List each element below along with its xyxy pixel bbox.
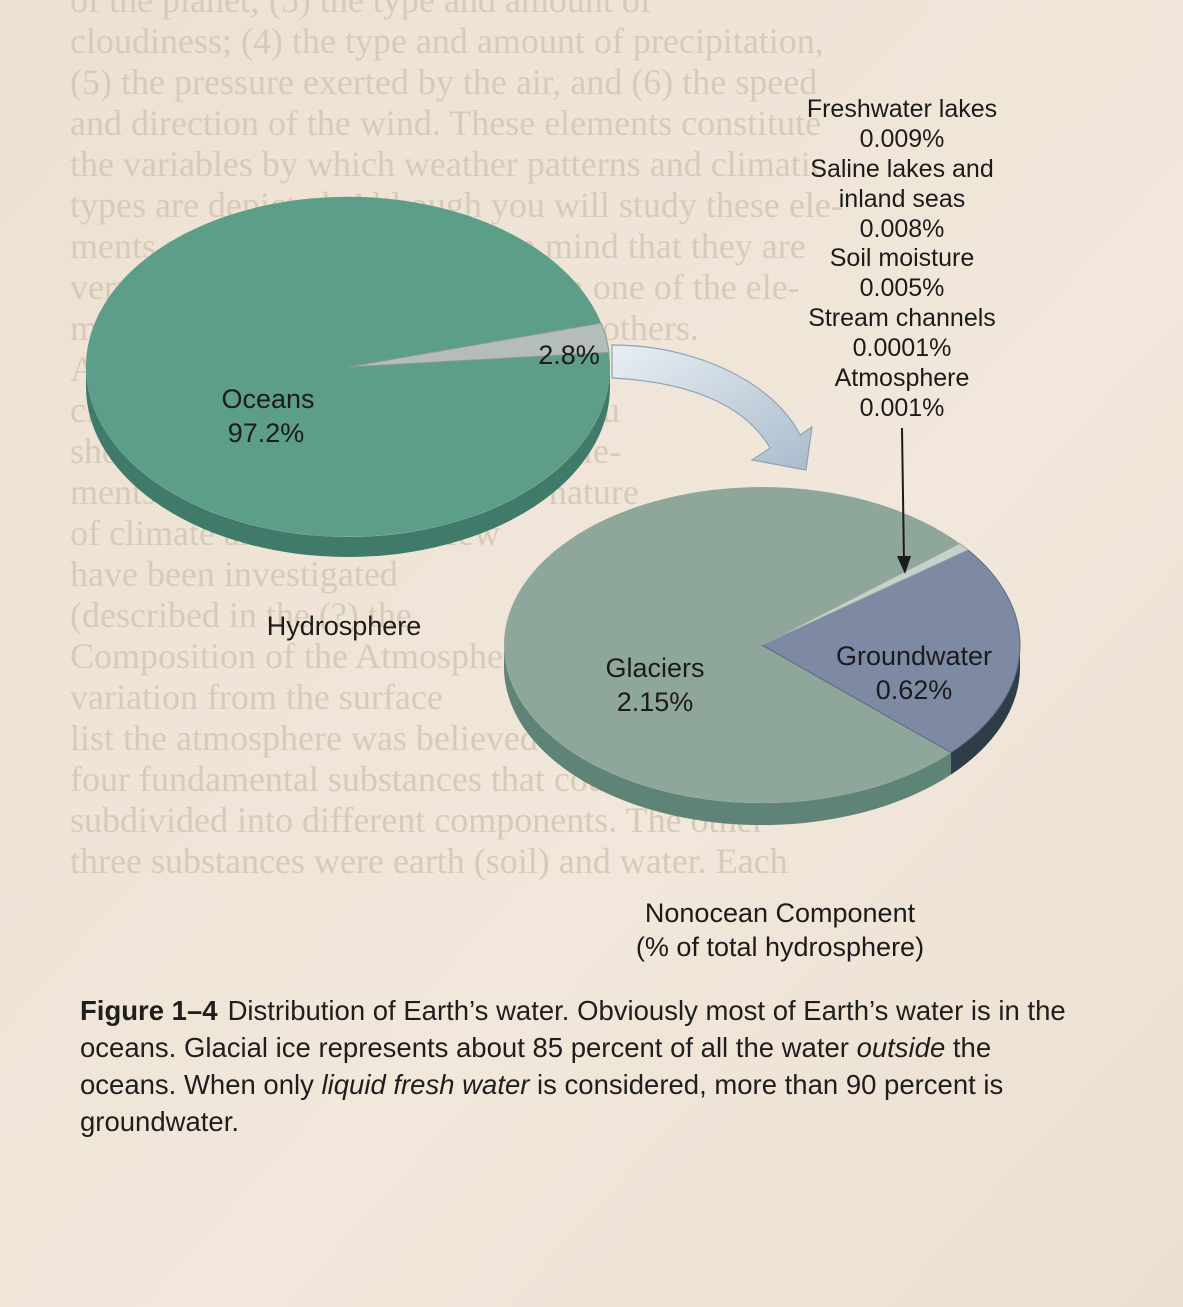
groundwater-label: Groundwater	[836, 641, 992, 671]
glaciers-label: Glaciers	[605, 653, 704, 683]
annotation-freshwater-lakes-value: 0.009%	[860, 125, 945, 153]
nonocean-pie-side-glaciers	[504, 645, 951, 826]
annotation-saline-lakes-line1: Saline lakes and	[810, 155, 993, 183]
nonocean-pie-side-groundwater	[951, 645, 1020, 775]
bleed-through-line: the variables by which weather patterns …	[70, 144, 827, 184]
caption-text-2: the oceans. When only	[80, 1032, 992, 1100]
annotation-saline-lakes-line2: inland seas	[839, 185, 965, 213]
annotation-soil-moisture: Soil moisture	[830, 244, 975, 272]
nonocean-value: 2.8%	[538, 340, 600, 370]
bleed-through-line: variation from the surface	[70, 677, 443, 717]
figure-caption: Figure 1–4 Distribution of Earth’s water.…	[80, 992, 1070, 1140]
expand-arrow	[611, 344, 813, 471]
pie-slice-other-freshwater	[761, 542, 969, 646]
nonocean-pie: Glaciers 2.15% Groundwater 0.62% Nonocea…	[504, 487, 1021, 962]
bleed-through-line: three substances were earth (soil) and w…	[70, 841, 788, 881]
annotation-freshwater-lakes: Freshwater lakes	[807, 95, 997, 123]
annotation-pointer-arrowhead	[897, 556, 911, 574]
pie-slice-glaciers	[504, 487, 960, 804]
annotation-soil-moisture-value: 0.005%	[860, 274, 945, 302]
pie-slice-groundwater	[760, 549, 1021, 754]
annotation-stream-channels: Stream channels	[808, 304, 996, 332]
caption-text-1: Distribution of Earth’s water. Obviously…	[80, 995, 1066, 1063]
groundwater-value: 0.62%	[876, 675, 953, 705]
annotation-stream-channels-value: 0.0001%	[853, 334, 952, 362]
bleed-through-line: and direction of the wind. These element…	[70, 103, 821, 143]
caption-emphasis-liquid-fresh-water: liquid fresh water	[321, 1069, 530, 1100]
pie-slice-nonocean	[347, 322, 610, 368]
hydrosphere-title: Hydrosphere	[267, 611, 422, 641]
figure-number: Figure 1–4	[80, 995, 218, 1026]
annotation-saline-lakes-value: 0.008%	[860, 215, 945, 243]
pie-slice-oceans	[85, 196, 610, 537]
annotation-atmosphere: Atmosphere	[835, 364, 970, 392]
bleed-through-line: cloudiness; (4) the type and amount of p…	[70, 21, 824, 61]
annotation-atmosphere-value: 0.001%	[860, 394, 945, 422]
oceans-label: Oceans	[221, 384, 314, 414]
hydrosphere-pie: Oceans 97.2% 2.8% Hydrosphere	[85, 196, 610, 641]
glaciers-value: 2.15%	[617, 687, 694, 717]
nonocean-subtitle: (% of total hydrosphere)	[636, 932, 924, 962]
bleed-through-line: have been investigated	[70, 554, 398, 594]
bleed-through-line: Composition of the Atmosphere	[70, 636, 531, 676]
bleed-through-line: (5) the pressure exerted by the air, and…	[70, 62, 817, 102]
minor-components-annotation: Freshwater lakes 0.009% Saline lakes and…	[807, 95, 997, 574]
annotation-pointer-line	[901, 427, 905, 564]
bleed-through-line: (described in the (?) the	[70, 595, 412, 635]
caption-emphasis-outside: outside	[856, 1032, 946, 1063]
nonocean-title: Nonocean Component	[645, 898, 916, 928]
oceans-value: 97.2%	[228, 418, 305, 448]
caption-text-3: is considered, more than 90 percent is g…	[80, 1069, 1004, 1137]
bleed-through-line: of the planet; (5) the type and amount o…	[70, 0, 652, 20]
